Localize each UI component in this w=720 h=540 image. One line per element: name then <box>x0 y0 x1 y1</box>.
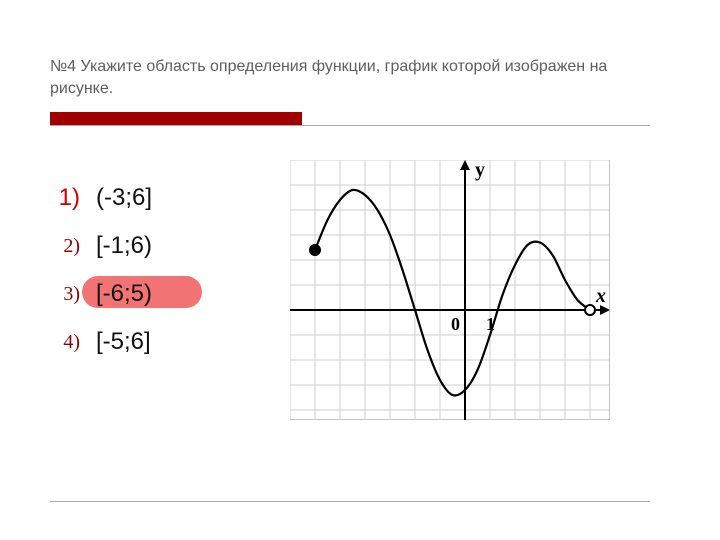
answer-number: 4) <box>50 331 86 354</box>
answer-text: [-6;5) <box>86 278 162 310</box>
answer-row-3[interactable]: 3)[-6;5) <box>50 276 270 312</box>
answer-number: 2) <box>50 235 86 258</box>
chart-container: yx01 <box>290 160 670 480</box>
title-divider <box>50 112 650 126</box>
answer-row-2[interactable]: 2)[-1;6) <box>50 228 270 264</box>
svg-text:x: x <box>595 285 606 307</box>
answer-row-1[interactable]: 1)(-3;6] <box>50 180 270 216</box>
answer-text: (-3;6] <box>86 182 162 214</box>
svg-text:y: y <box>475 160 485 181</box>
answers-list: 1)(-3;6]2)[-1;6)3)[-6;5)4)[-5;6] <box>50 160 270 480</box>
answer-text: [-1;6) <box>86 230 162 262</box>
question-title-text: №4 Укажите область определения функции, … <box>50 56 650 99</box>
question-title: №4 Укажите область определения функции, … <box>50 56 650 99</box>
answer-text: [-5;6] <box>86 326 161 358</box>
answer-number: 3) <box>50 283 86 306</box>
answer-number: 1) <box>50 184 86 212</box>
bottom-divider <box>50 501 650 502</box>
title-divider-line <box>50 125 650 126</box>
function-graph: yx01 <box>290 160 610 420</box>
title-divider-fill <box>50 112 302 126</box>
answer-row-4[interactable]: 4)[-5;6] <box>50 324 270 360</box>
svg-text:0: 0 <box>451 314 460 334</box>
